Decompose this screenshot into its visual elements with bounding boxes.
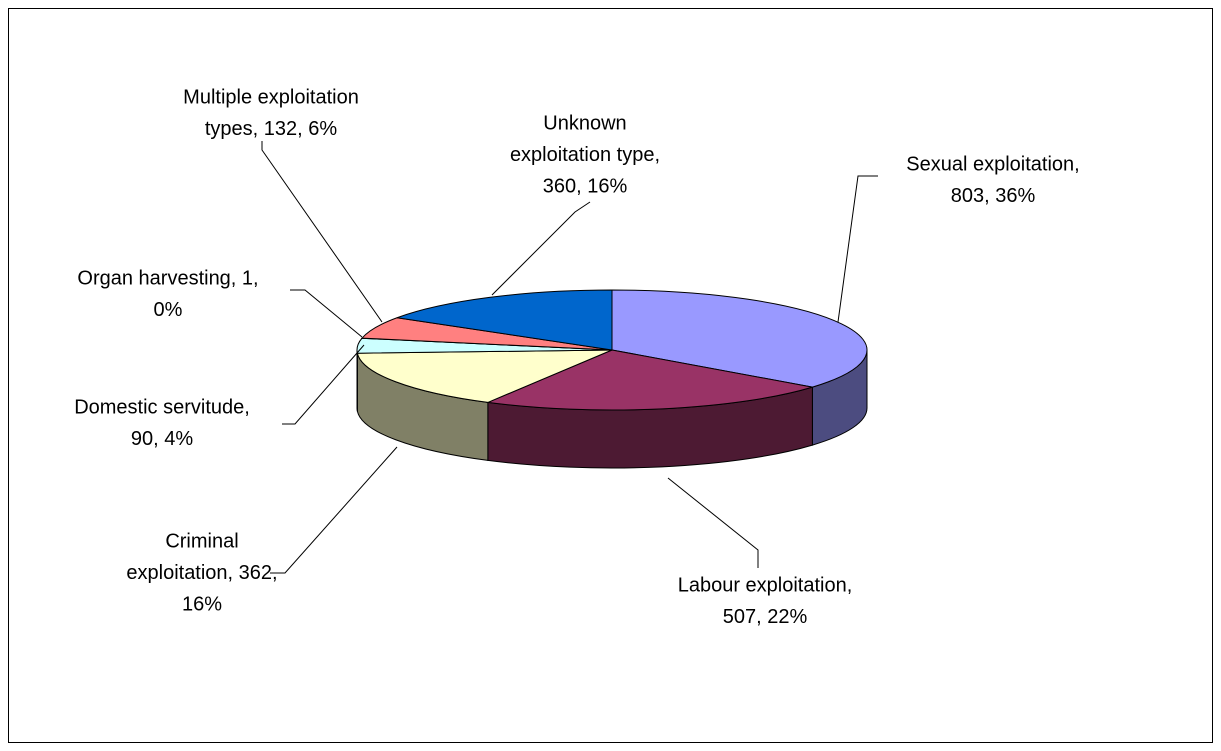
data-label: types, 132, 6% (205, 118, 338, 140)
data-label: Sexual exploitation, (906, 153, 1079, 175)
leader-line (261, 141, 383, 323)
data-label: 803, 36% (951, 185, 1036, 207)
data-label: Multiple exploitation (183, 86, 359, 108)
leader-line (837, 175, 878, 323)
pie-slice (611, 289, 868, 388)
data-label: 360, 16% (543, 175, 628, 197)
data-label: Unknown (543, 112, 626, 134)
data-label: exploitation type, (510, 144, 660, 166)
leader-line (290, 289, 363, 338)
data-label: Domestic servitude, (74, 396, 250, 418)
data-label: Labour exploitation, (678, 574, 853, 596)
data-label: 90, 4% (131, 428, 193, 450)
pie-slice (396, 289, 613, 351)
data-label: 0% (154, 299, 183, 321)
leader-line (491, 201, 591, 296)
pie-slice (485, 349, 813, 411)
data-label: Criminal (165, 530, 238, 552)
data-label: 507, 22% (723, 606, 808, 628)
leader-line (282, 344, 365, 425)
pie-slice (356, 349, 613, 403)
data-label: Organ harvesting, 1, (77, 267, 258, 289)
leader-line (270, 446, 398, 574)
leader-line (667, 477, 759, 568)
data-label: exploitation, 362, (126, 562, 277, 584)
data-label: 16% (182, 593, 222, 615)
